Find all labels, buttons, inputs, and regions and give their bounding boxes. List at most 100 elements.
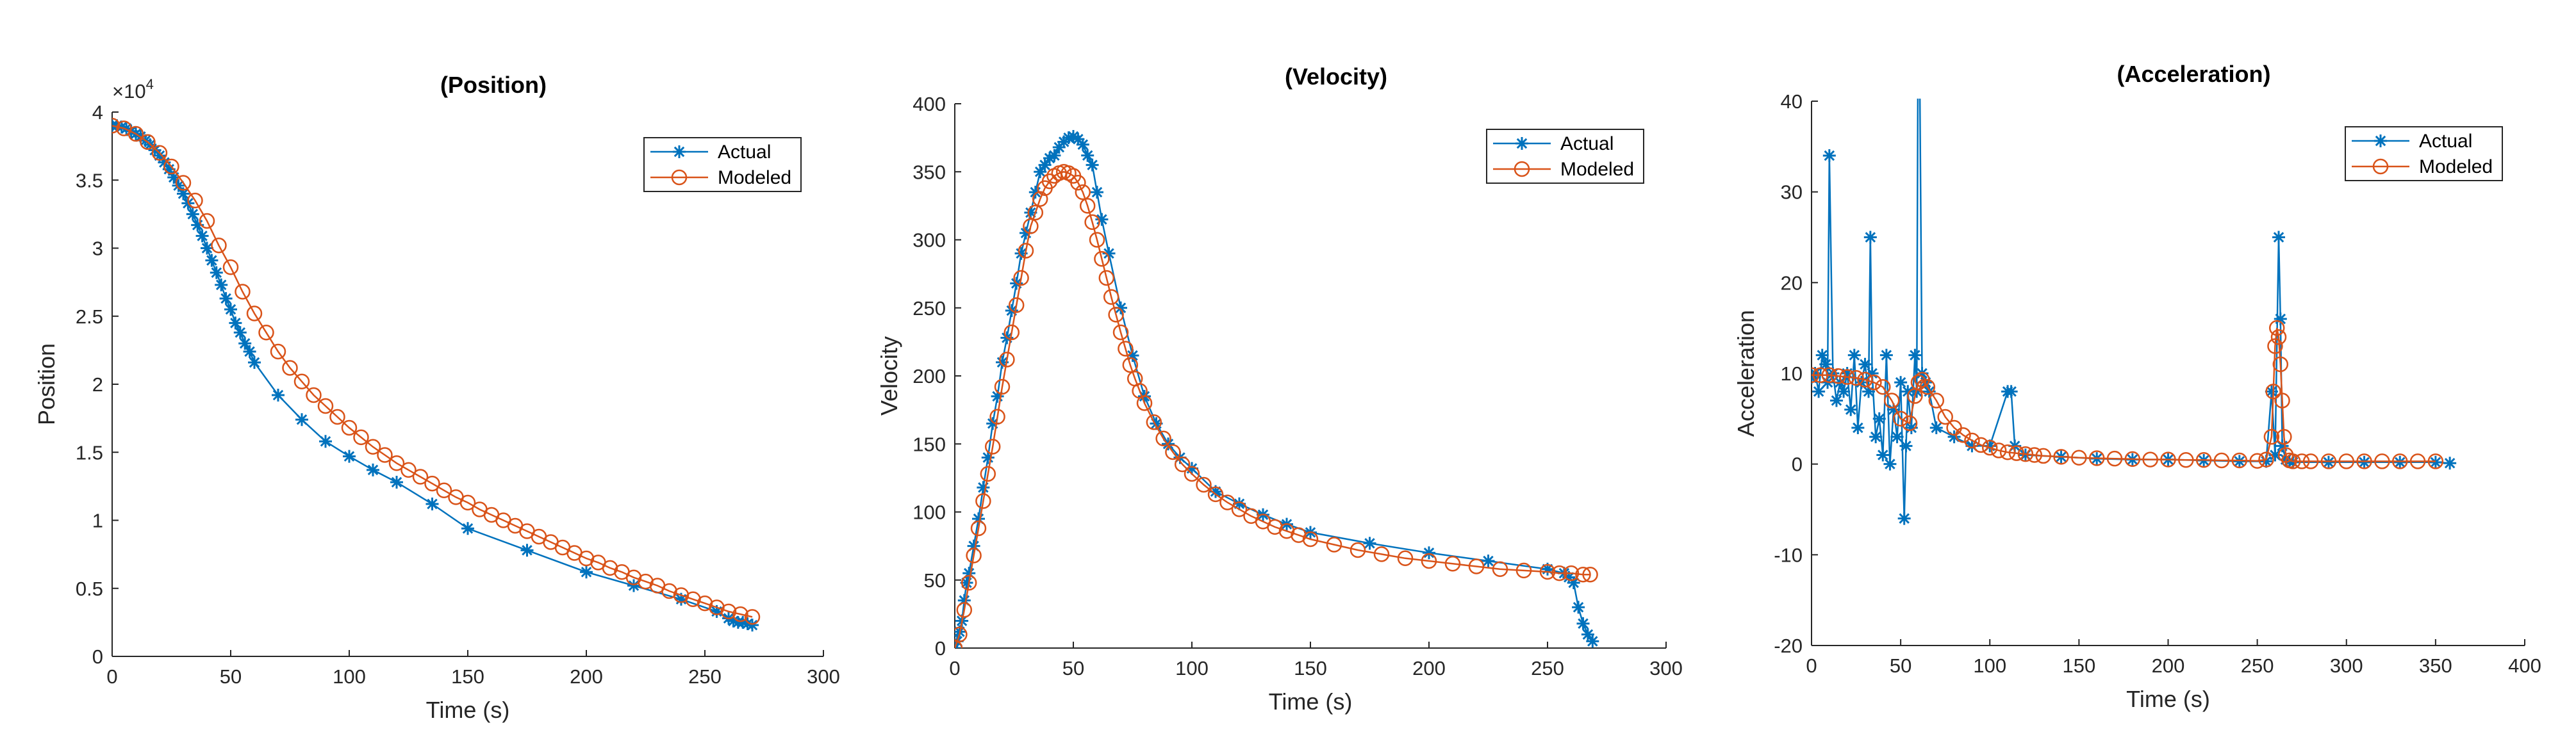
- x-tick-label: 50: [1890, 654, 1911, 677]
- actual-point: [1423, 546, 1435, 559]
- actual-point: [1894, 376, 1907, 389]
- legend-label: Modeled: [2419, 156, 2493, 177]
- actual-point: [1858, 358, 1871, 371]
- x-tick-label: 50: [220, 665, 242, 688]
- actual-point: [2272, 231, 2285, 244]
- x-axis-label: Time (s): [426, 697, 510, 723]
- actual-point: [2005, 385, 2018, 398]
- actual-point: [1899, 439, 1912, 452]
- x-tick-label: 0: [949, 657, 960, 679]
- actual-point: [1876, 449, 1889, 462]
- actual-point: [248, 356, 261, 369]
- actual-point: [1864, 231, 1877, 244]
- actual-point: [1869, 430, 1882, 443]
- x-tick-label: 300: [2330, 654, 2363, 677]
- y-tick-label: 0: [1792, 453, 1803, 476]
- x-tick-label: 100: [1175, 657, 1209, 679]
- actual-point: [2443, 457, 2456, 469]
- legend: ActualModeled: [2345, 127, 2502, 181]
- modeled-series-line: [112, 126, 752, 617]
- actual-point: [205, 254, 218, 267]
- y-tick-label: -20: [1774, 635, 1803, 657]
- legend-label: Modeled: [718, 167, 791, 188]
- acceleration-chart: 0 50 100 150 200 250 300 350 400-20-10010203040T…: [1733, 0, 2541, 712]
- y-tick-label: 20: [1781, 272, 1803, 294]
- x-tick-label: 150: [1294, 657, 1327, 679]
- y-tick-label: 400: [912, 93, 946, 115]
- y-tick-label: 30: [1781, 181, 1803, 204]
- x-tick-label: 0: [106, 665, 117, 688]
- y-tick-label: -10: [1774, 544, 1803, 566]
- x-tick-label: 250: [2241, 654, 2274, 677]
- actual-point: [210, 266, 223, 279]
- y-tick-label: 3: [92, 238, 103, 260]
- y-tick-label: 150: [912, 433, 946, 455]
- x-tick-label: 100: [333, 665, 366, 688]
- actual-point: [1091, 186, 1103, 199]
- velocity-chart: 0 50 100 150 200 250 3000501001502002503003504…: [876, 63, 1683, 715]
- y-axis-label: Position: [33, 343, 60, 425]
- x-tick-label: 350: [2419, 654, 2452, 677]
- actual-point: [1572, 601, 1585, 613]
- actual-point: [1586, 635, 1599, 647]
- x-tick-label: 300: [1649, 657, 1683, 679]
- actual-point: [1830, 394, 1843, 407]
- actual-point: [1844, 403, 1857, 416]
- actual-point: [461, 522, 474, 535]
- actual-point: [1883, 458, 1896, 471]
- actual-point: [1908, 349, 1921, 362]
- x-tick-label: 50: [1062, 657, 1084, 679]
- x-tick-label: 200: [570, 665, 603, 688]
- legend-actual-marker: [2374, 134, 2387, 147]
- x-tick-label: 150: [451, 665, 484, 688]
- x-tick-label: 250: [688, 665, 722, 688]
- position-chart: 0 50 100 150 200 250 30000.511.522.533.54×104T…: [33, 72, 840, 723]
- actual-point: [1873, 412, 1886, 425]
- y-tick-label: 200: [912, 365, 946, 387]
- y-tick-label: 1: [92, 510, 103, 532]
- y-tick-label: 2.5: [76, 305, 103, 328]
- actual-point: [1898, 512, 1911, 525]
- actual-point: [1880, 349, 1893, 362]
- plot-area: [948, 130, 1599, 655]
- actual-point: [521, 544, 534, 556]
- legend-label: Modeled: [1560, 159, 1634, 180]
- actual-series-line: [955, 136, 1592, 648]
- actual-point: [215, 279, 227, 291]
- actual-point: [426, 498, 439, 510]
- x-tick-label: 400: [2508, 654, 2541, 677]
- actual-point: [1837, 385, 1850, 398]
- x-tick-label: 200: [1412, 657, 1446, 679]
- x-tick-label: 250: [1531, 657, 1564, 679]
- y-axis-label: Velocity: [876, 336, 902, 416]
- chart-title: (Position): [440, 72, 547, 98]
- y-tick-label: 10: [1781, 362, 1803, 385]
- actual-point: [1823, 149, 1836, 162]
- actual-point: [580, 565, 593, 578]
- actual-point: [1851, 421, 1864, 434]
- actual-point: [746, 619, 759, 631]
- legend: Actual Modeled: [644, 138, 801, 191]
- actual-point: [1567, 576, 1580, 589]
- y-tick-label: 0.5: [76, 578, 103, 600]
- x-tick-label: 200: [2152, 654, 2185, 677]
- legend-label: Actual: [718, 142, 771, 163]
- x-tick-label: 100: [1973, 654, 2006, 677]
- y-tick-label: 100: [912, 501, 946, 524]
- actual-point: [1086, 159, 1099, 172]
- x-axis-label: Time (s): [1269, 688, 1353, 715]
- actual-point: [343, 450, 356, 463]
- legend: Actual Modeled: [1487, 129, 1644, 183]
- actual-point: [1095, 213, 1108, 226]
- plot-area: [105, 118, 759, 631]
- modeled-series-line: [955, 172, 1590, 648]
- actual-point: [1848, 349, 1861, 362]
- x-axis-label: Time (s): [2126, 686, 2210, 712]
- actual-point: [2274, 313, 2287, 325]
- y-exponent-label: ×104: [112, 76, 154, 102]
- x-tick-label: 150: [2063, 654, 2096, 677]
- actual-point: [367, 464, 379, 476]
- y-tick-label: 0: [92, 646, 103, 668]
- legend-label: Actual: [1560, 133, 1614, 154]
